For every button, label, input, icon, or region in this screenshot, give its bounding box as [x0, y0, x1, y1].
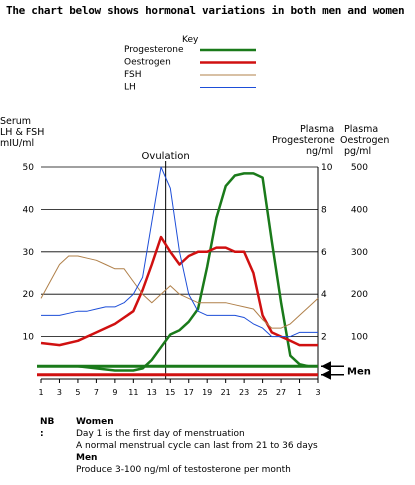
y-tick-progesterone: 2: [321, 333, 327, 343]
x-tick-label: 13: [147, 388, 157, 397]
y-tick-progesterone: 4: [321, 290, 327, 300]
x-tick-label: 21: [221, 388, 231, 397]
series-line-oestrogen: [40, 235, 318, 347]
middle-axis-title-line1: Plasma: [300, 124, 335, 135]
men-note-1: Produce 3-100 ng/ml of testosterone per …: [76, 465, 291, 475]
y-tick-progesterone: 6: [321, 248, 327, 258]
y-tick-progesterone: 8: [321, 205, 327, 215]
y-tick-lh-fsh: 30: [23, 248, 35, 258]
x-tick-label: 15: [165, 388, 175, 397]
left-axis-title-line3: mIU/ml: [0, 138, 35, 149]
series-line-progesterone: [41, 172, 318, 372]
middle-axis-title-line3: ng/ml: [306, 146, 334, 157]
men-arrow-upper-head: [321, 361, 331, 372]
women-note-1: Day 1 is the first day of menstruation: [76, 429, 245, 439]
legend-label-progesterone: Progesterone: [124, 45, 184, 55]
x-tick-label: 1: [38, 388, 43, 397]
men-arrow-lower-head: [321, 369, 331, 380]
y-tick-oestrogen: 200: [351, 290, 368, 300]
legend-label-fsh: FSH: [124, 70, 142, 80]
x-tick-label: 11: [128, 388, 138, 397]
legend-title: Key: [182, 35, 199, 45]
y-tick-progesterone: 10: [321, 163, 333, 173]
y-tick-oestrogen: 500: [351, 163, 368, 173]
x-tick-label: 3: [57, 388, 62, 397]
x-tick-label: 25: [258, 388, 268, 397]
women-heading: Women: [76, 417, 114, 427]
x-tick-label: 19: [202, 388, 212, 397]
women-note-2: A normal menstrual cycle can last from 2…: [76, 441, 318, 451]
men-heading: Men: [76, 453, 98, 463]
legend-label-lh: LH: [124, 83, 136, 93]
y-tick-lh-fsh: 10: [23, 333, 35, 343]
right-axis-title-line1: Plasma: [344, 124, 379, 135]
legend-label-oestrogen: Oestrogen: [124, 58, 171, 68]
y-tick-oestrogen: 100: [351, 333, 368, 343]
x-tick-label: 5: [75, 388, 80, 397]
series-line-lh: [41, 166, 318, 338]
x-tick-label: 17: [184, 388, 194, 397]
y-tick-oestrogen: 400: [351, 205, 368, 215]
y-tick-lh-fsh: 40: [23, 205, 35, 215]
right-axis-title-line3: pg/ml: [344, 146, 372, 157]
y-tick-lh-fsh: 20: [23, 290, 35, 300]
series-line-fsh: [40, 255, 319, 329]
chart-title: The chart below shows hormonal variation…: [6, 4, 405, 17]
nb-label: NB :: [40, 417, 55, 439]
middle-axis-title-line2: Progesterone: [272, 135, 335, 146]
x-tick-label: 27: [276, 388, 286, 397]
y-tick-lh-fsh: 50: [23, 163, 35, 173]
right-axis-title-line2: Oestrogen: [340, 135, 390, 146]
y-tick-oestrogen: 300: [351, 248, 368, 258]
x-tick-label: 7: [94, 388, 99, 397]
left-axis-title-line1: Serum: [0, 116, 32, 127]
men-label: Men: [347, 367, 371, 378]
x-tick-label: 1: [297, 388, 302, 397]
left-axis-title-line2: LH & FSH: [0, 127, 45, 138]
x-tick-label: 23: [239, 388, 249, 397]
x-tick-label: 3: [315, 388, 320, 397]
ovulation-label: Ovulation: [142, 151, 190, 162]
x-tick-label: 9: [112, 388, 117, 397]
